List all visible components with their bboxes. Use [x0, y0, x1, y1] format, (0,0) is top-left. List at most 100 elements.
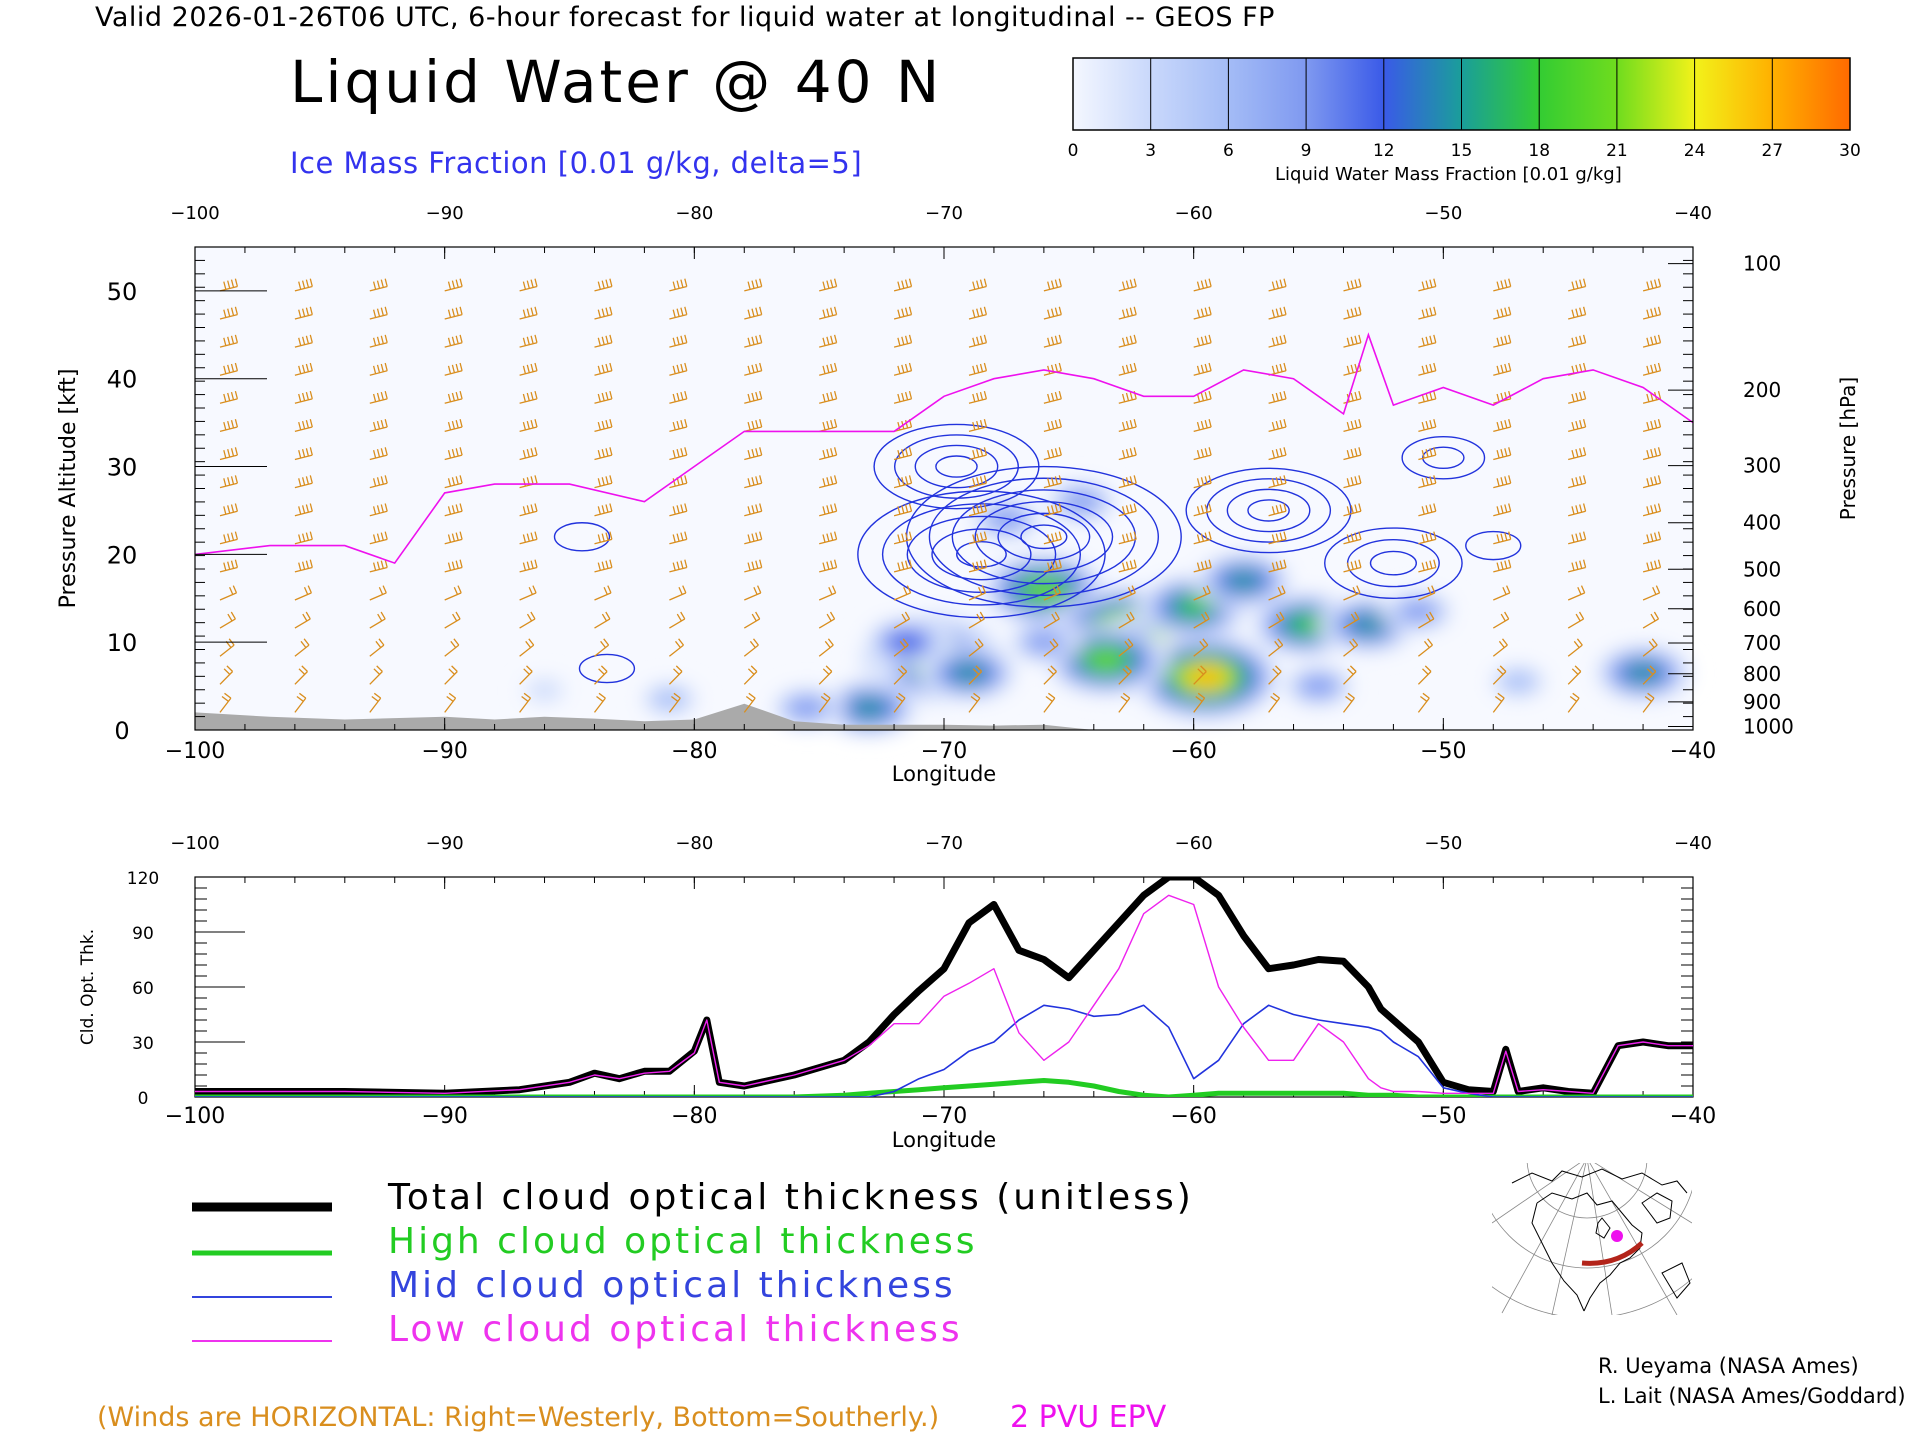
wind-barb — [1193, 447, 1212, 461]
wind-barb — [1043, 447, 1062, 461]
wind-barb — [744, 447, 763, 461]
wind-barb — [1642, 665, 1657, 685]
wind-barb — [893, 503, 913, 517]
liquid-water-cell — [788, 697, 825, 719]
liquid-water-cell — [1025, 631, 1063, 653]
cross-section-plot-area: −100 −100 −90 −90 −80 −80 −70 −70 −60 −60 −50 −50 −4… — [56, 203, 1860, 786]
wind-barb — [1418, 306, 1437, 320]
wind-barb — [744, 306, 763, 320]
wind-barb — [219, 419, 239, 433]
ice-contour — [997, 512, 1091, 561]
wind-barb — [818, 692, 831, 713]
wind-barb — [669, 531, 688, 545]
wind-barb — [1568, 390, 1587, 404]
wind-barb — [893, 278, 913, 292]
ice-contour — [1324, 527, 1463, 599]
wind-barb — [968, 475, 988, 489]
wind-barb — [519, 334, 538, 348]
wind-barb — [1343, 390, 1362, 404]
wind-barb — [1642, 306, 1662, 320]
liquid-water-field — [519, 479, 1694, 738]
y-tick-label: 30 — [132, 1034, 154, 1054]
wind-barb — [1418, 611, 1435, 629]
wind-barb — [1418, 447, 1437, 461]
liquid-water-cell — [526, 679, 563, 701]
wind-barb — [744, 503, 763, 517]
colorbar-tick-label: 24 — [1684, 141, 1706, 161]
colorbar-tick-label: 18 — [1528, 141, 1550, 161]
wind-barb — [294, 692, 307, 713]
wind-barb — [519, 390, 538, 404]
wind-barb — [1268, 419, 1287, 433]
wind-barb — [819, 334, 838, 348]
wind-barb — [1193, 390, 1212, 404]
wind-barb — [968, 278, 988, 292]
wind-barb — [1642, 475, 1662, 489]
x-tick-label: −50 — [1420, 739, 1466, 764]
x-axis-label: Longitude — [892, 762, 996, 786]
wind-barb — [1343, 475, 1362, 489]
wind-barb — [369, 531, 388, 545]
ice-contour — [893, 434, 1019, 499]
ice-contour — [914, 444, 999, 489]
ice-contour — [928, 477, 1159, 597]
wind-barb — [444, 419, 463, 433]
wind-barb — [744, 585, 762, 601]
wind-barb — [594, 447, 613, 461]
y2-axis-label: Pressure [hPa] — [1836, 377, 1860, 520]
wind-barb — [219, 665, 234, 685]
wind-barb — [219, 692, 232, 713]
wind-barb — [519, 559, 538, 573]
wind-barb — [1043, 390, 1062, 404]
wind-barb — [968, 531, 988, 545]
liquid-water-cell — [1400, 600, 1437, 622]
wind-barb — [219, 362, 239, 376]
wind-barb — [1193, 559, 1212, 573]
wind-barb — [294, 585, 312, 601]
wind-barb — [669, 390, 688, 404]
wind-barb — [594, 334, 613, 348]
wind-barb — [1193, 503, 1212, 517]
wind-barb — [1418, 390, 1437, 404]
wind-barb — [1493, 559, 1512, 573]
pressure-tick-label: 1000 — [1743, 714, 1794, 738]
wind-barb — [818, 611, 836, 629]
wind-barb — [1118, 531, 1137, 545]
wind-barb — [1193, 419, 1212, 433]
wind-barb — [968, 665, 983, 685]
wind-barb — [1043, 306, 1062, 320]
wind-barb — [819, 475, 838, 489]
wind-barb — [1343, 278, 1362, 292]
wind-barb — [1343, 419, 1362, 433]
wind-barb — [294, 390, 313, 404]
wind-barb — [1343, 503, 1362, 517]
wind-barb — [1343, 362, 1362, 376]
wind-barb — [444, 531, 463, 545]
forecast-valid-line: Valid 2026-01-26T06 UTC, 6-hour forecast… — [95, 2, 1275, 33]
wind-barb — [1568, 419, 1587, 433]
wind-barb — [968, 447, 988, 461]
wind-barb — [818, 638, 834, 657]
wind-barb — [1493, 531, 1512, 545]
wind-barb — [369, 390, 388, 404]
pressure-tick-label: 800 — [1743, 662, 1781, 686]
wind-barb — [444, 447, 463, 461]
wind-barb — [1418, 531, 1437, 545]
wind-barb — [819, 531, 838, 545]
wind-barb — [1268, 503, 1287, 517]
colorbar-tick-label: 12 — [1373, 141, 1395, 161]
wind-barb — [1193, 692, 1206, 713]
wind-barb — [893, 611, 911, 629]
wind-barb — [1268, 278, 1287, 292]
wind-barb — [1642, 531, 1662, 545]
wind-barb — [1118, 334, 1137, 348]
wind-barb — [519, 278, 538, 292]
wind-barb — [893, 559, 913, 573]
wind-barb — [594, 362, 613, 376]
wind-barb — [819, 447, 838, 461]
wind-barb — [893, 585, 912, 601]
wind-barb — [519, 447, 538, 461]
liquid-water-cell — [1175, 596, 1212, 618]
x-tick-label: −60 — [1170, 1104, 1216, 1129]
wind-barb — [369, 419, 388, 433]
